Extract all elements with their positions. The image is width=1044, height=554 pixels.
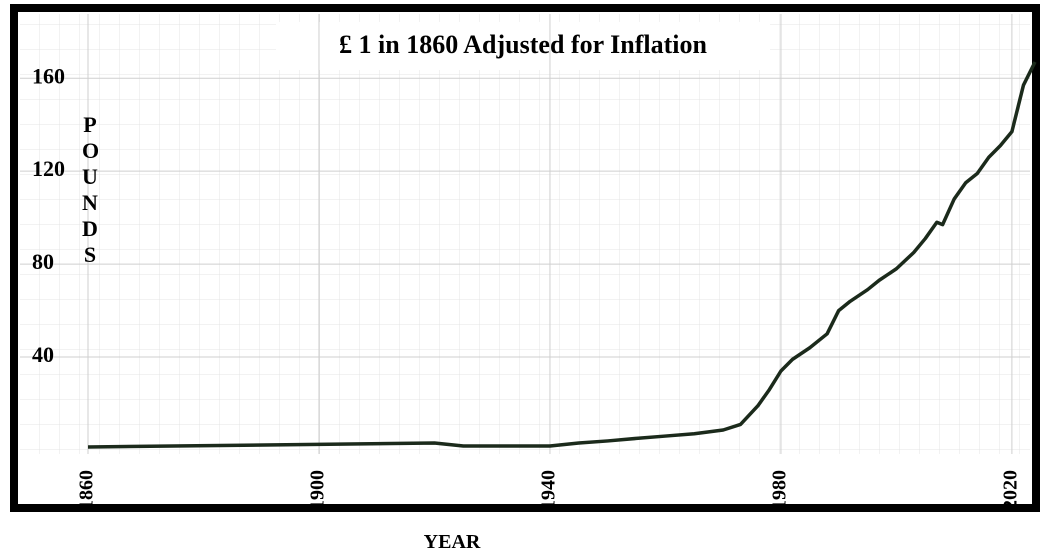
y-tick-label: 80 xyxy=(32,249,54,274)
x-tick-label: 1900 xyxy=(307,470,329,510)
x-axis-title: YEAR xyxy=(424,531,481,553)
title-box xyxy=(276,22,770,70)
x-tick-label: 1980 xyxy=(769,470,791,510)
x-tick-label: 2020 xyxy=(999,470,1021,510)
minor-grid xyxy=(20,14,1030,454)
y-axis-title: POUNDS xyxy=(82,112,100,267)
x-tick-label: 1860 xyxy=(76,470,98,510)
y-tick-label: 160 xyxy=(32,63,65,88)
data-line xyxy=(87,61,1037,449)
chart-title: £ 1 in 1860 Adjusted for Inflation xyxy=(339,30,707,59)
y-tick-label: 40 xyxy=(32,342,54,367)
y-tick-label: 120 xyxy=(32,156,65,181)
x-tick-label: 1940 xyxy=(538,470,560,510)
